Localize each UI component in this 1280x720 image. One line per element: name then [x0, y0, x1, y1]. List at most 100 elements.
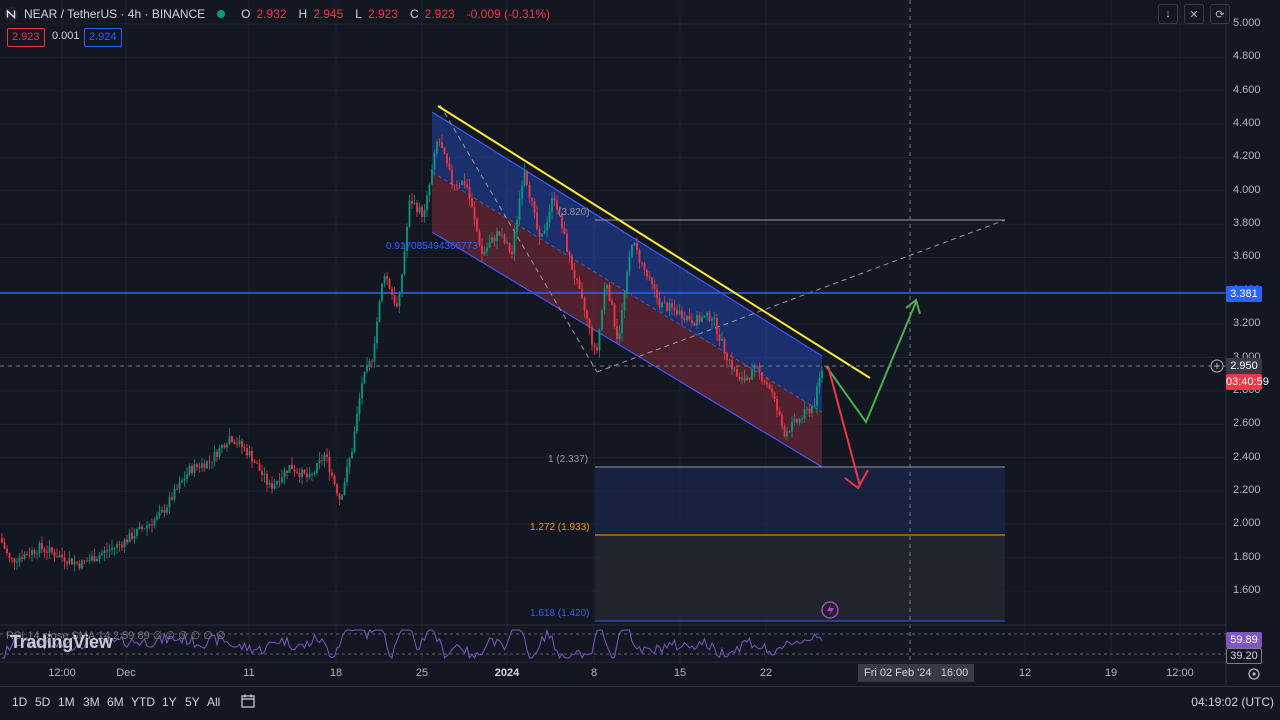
candle-body [41, 543, 43, 550]
candle-body [738, 376, 741, 380]
range-button-1m[interactable]: 1M [58, 695, 75, 709]
candle-body [678, 310, 681, 315]
fib-1272-label: 1.272 (1.933) [530, 522, 590, 533]
candle-body [518, 199, 521, 220]
candle-body [731, 359, 733, 369]
candle-body [343, 482, 346, 496]
candle-body [98, 555, 101, 559]
candle-body [206, 460, 208, 469]
candle-body [796, 419, 798, 423]
candle-body [43, 549, 46, 552]
range-button-3m[interactable]: 3M [83, 695, 100, 709]
candle-body [213, 451, 216, 462]
candle-body [298, 473, 301, 477]
candle-body [61, 554, 63, 558]
range-button-5y[interactable]: 5Y [185, 695, 200, 709]
candle-body [741, 377, 743, 380]
price-tick-label: 1.600 [1233, 584, 1261, 596]
candle-body [273, 484, 276, 489]
sell-price-button[interactable]: 2.923 [7, 28, 45, 47]
candle-body [13, 558, 16, 563]
candle-body [743, 377, 746, 381]
candle-body [378, 301, 381, 322]
candle-body [568, 251, 571, 256]
candle-body [401, 274, 403, 293]
candle-body [223, 444, 226, 448]
range-button-1d[interactable]: 1D [12, 695, 28, 709]
candle-body [566, 233, 568, 252]
candle-body [573, 269, 576, 279]
range-button-all[interactable]: All [207, 695, 221, 709]
candle-body [201, 463, 203, 468]
candle-body [548, 211, 551, 223]
candle-body [3, 542, 6, 549]
calendar-icon[interactable] [240, 693, 256, 709]
price-tick-label: 4.000 [1233, 183, 1261, 196]
candle-body [511, 251, 513, 255]
close-value: 2.923 [424, 7, 455, 21]
range-button-5d[interactable]: 5D [35, 695, 51, 709]
time-tick-label: 12 [1018, 667, 1032, 679]
high-label: H [298, 7, 308, 21]
candle-body [598, 329, 601, 351]
refresh-icon[interactable]: ⟳ [1210, 4, 1230, 24]
rsi-line [2, 628, 823, 660]
candle-body [531, 197, 533, 202]
candle-body [101, 553, 103, 556]
utc-clock[interactable]: 04:19:02 (UTC) [1191, 695, 1274, 709]
candle-body [813, 405, 816, 407]
chart-toolbar: ↓ ✕ ⟳ [1158, 4, 1230, 24]
candle-body [498, 231, 501, 236]
gear-icon[interactable] [1248, 668, 1260, 680]
open-value: 2.932 [256, 7, 287, 21]
range-button-6m[interactable]: 6M [107, 695, 124, 709]
bullish-path[interactable] [825, 301, 917, 425]
candle-body [403, 251, 406, 275]
range-button-1y[interactable]: 1Y [162, 695, 177, 709]
candle-body [381, 283, 383, 302]
arrow-down-icon[interactable]: ↓ [1158, 4, 1178, 24]
lightning-icon[interactable] [821, 601, 839, 619]
candle-body [778, 410, 781, 416]
candle-body [241, 440, 243, 448]
price-tick-label: 3.800 [1233, 217, 1261, 230]
candle-body [468, 187, 471, 199]
fib-connector-1 [439, 104, 598, 373]
candle-body [321, 460, 323, 461]
plus-glyph [1214, 363, 1220, 369]
candle-body [681, 310, 683, 319]
spread-value: 0.001 [52, 30, 80, 42]
fib-1-label: 1 (2.337) [548, 454, 589, 465]
candle-body [528, 184, 531, 198]
channel-top-line[interactable] [431, 111, 823, 357]
candle-body [123, 539, 126, 548]
resistance-trendline[interactable] [437, 105, 871, 379]
candle-body [776, 398, 778, 411]
candle-body [643, 262, 646, 270]
channel-ratio-label: 0.917085494366773 [386, 241, 478, 252]
channel-bottom-line[interactable] [431, 231, 823, 468]
price-tick-label: 4.600 [1233, 83, 1261, 96]
candle-body [268, 483, 271, 485]
candle-body [8, 553, 11, 559]
candle-body [326, 454, 328, 457]
candle-body [356, 413, 358, 432]
gear-center [1252, 672, 1256, 676]
bearish-path[interactable] [827, 365, 861, 487]
collapse-icon[interactable]: ✕ [1184, 4, 1204, 24]
rsi-sma-badge: 39.20 [1226, 648, 1262, 664]
symbol-title[interactable]: NEAR / TetherUS · 4h · BINANCE [24, 7, 206, 21]
rsi-legend[interactable]: RSI 14 close SMA 14 2 59.89 ∅ ∅ ∅ ∅ ∅ ∅ [6, 630, 226, 642]
candle-body [516, 219, 518, 233]
buy-price-button[interactable]: 2.924 [84, 28, 122, 47]
candle-body [613, 304, 616, 327]
candle-body [451, 169, 453, 185]
candle-body [113, 547, 116, 549]
candle-body [48, 547, 51, 553]
candle-body [363, 371, 366, 384]
candle-body [138, 526, 141, 529]
time-tick-label: 18 [329, 667, 343, 679]
candle-body [281, 477, 283, 483]
range-button-ytd[interactable]: YTD [131, 695, 155, 709]
